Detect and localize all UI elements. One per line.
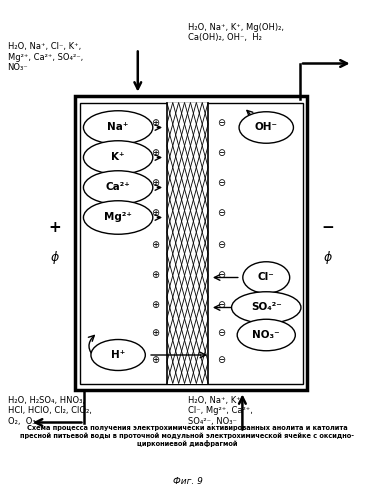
Text: OH⁻: OH⁻ (255, 122, 278, 132)
Text: ⊕: ⊕ (152, 328, 160, 338)
Text: ⊕: ⊕ (152, 300, 160, 310)
Text: ⊕: ⊕ (152, 118, 160, 128)
Text: ⊖: ⊖ (217, 355, 225, 365)
Text: ⊕: ⊕ (152, 178, 160, 188)
Text: ⊖: ⊖ (217, 208, 225, 218)
Text: ⊕: ⊕ (152, 355, 160, 365)
Text: H⁺: H⁺ (111, 350, 125, 360)
Text: ⊖: ⊖ (217, 178, 225, 188)
Bar (167, 102, 208, 384)
Text: ϕ: ϕ (324, 252, 332, 264)
Text: ⊕: ⊕ (152, 270, 160, 280)
Ellipse shape (83, 171, 153, 204)
Ellipse shape (83, 141, 153, 174)
Text: Фиг. 9: Фиг. 9 (172, 478, 202, 486)
Ellipse shape (237, 320, 296, 351)
Text: ⊖: ⊖ (217, 328, 225, 338)
Text: Схема процесса получения электрохимически активированных анолита и католита
прес: Схема процесса получения электрохимическ… (21, 425, 354, 447)
Text: H₂O, H₂SO₄, HNO₃,
HCl, HClO, Cl₂, ClO₂,
O₂,  O₃: H₂O, H₂SO₄, HNO₃, HCl, HClO, Cl₂, ClO₂, … (8, 396, 92, 426)
Text: ⊖: ⊖ (217, 118, 225, 128)
Text: Mg²⁺: Mg²⁺ (104, 212, 132, 222)
Bar (75, 96, 307, 390)
Text: H₂O, Na⁺, Cl⁻, K⁺,
Mg²⁺, Ca²⁺, SO₄²⁻,
NO₃⁻: H₂O, Na⁺, Cl⁻, K⁺, Mg²⁺, Ca²⁺, SO₄²⁻, NO… (8, 42, 83, 72)
Text: ⊕: ⊕ (152, 208, 160, 218)
Text: ⊕: ⊕ (152, 240, 160, 250)
Text: Na⁺: Na⁺ (107, 122, 129, 132)
Ellipse shape (91, 340, 146, 370)
Text: SO₄²⁻: SO₄²⁻ (251, 302, 282, 312)
Text: −: − (322, 220, 334, 236)
Ellipse shape (239, 112, 293, 143)
Text: ⊖: ⊖ (217, 148, 225, 158)
Text: ⊖: ⊖ (217, 300, 225, 310)
Ellipse shape (231, 292, 301, 324)
Text: ⊖: ⊖ (217, 240, 225, 250)
Text: Ca²⁺: Ca²⁺ (106, 182, 130, 192)
Text: ⊖: ⊖ (217, 270, 225, 280)
Ellipse shape (83, 111, 153, 144)
Text: ϕ: ϕ (50, 252, 58, 264)
Ellipse shape (83, 200, 153, 234)
Text: H₂O, Na⁺, K⁺,
Cl⁻, Mg²⁺, Ca²⁺,
SO₄²⁻, NO₃⁻: H₂O, Na⁺, K⁺, Cl⁻, Mg²⁺, Ca²⁺, SO₄²⁻, NO… (188, 396, 252, 426)
Text: NO₃⁻: NO₃⁻ (252, 330, 280, 340)
Text: +: + (48, 220, 61, 236)
Ellipse shape (243, 262, 290, 293)
Text: ⊕: ⊕ (152, 148, 160, 158)
Bar (80, 102, 303, 384)
Text: H₂O, Na⁺, K⁺, Mg(OH)₂,
Ca(OH)₂, OH⁻,  H₂: H₂O, Na⁺, K⁺, Mg(OH)₂, Ca(OH)₂, OH⁻, H₂ (188, 22, 284, 42)
Text: Cl⁻: Cl⁻ (258, 272, 274, 282)
Text: K⁺: K⁺ (111, 152, 125, 162)
